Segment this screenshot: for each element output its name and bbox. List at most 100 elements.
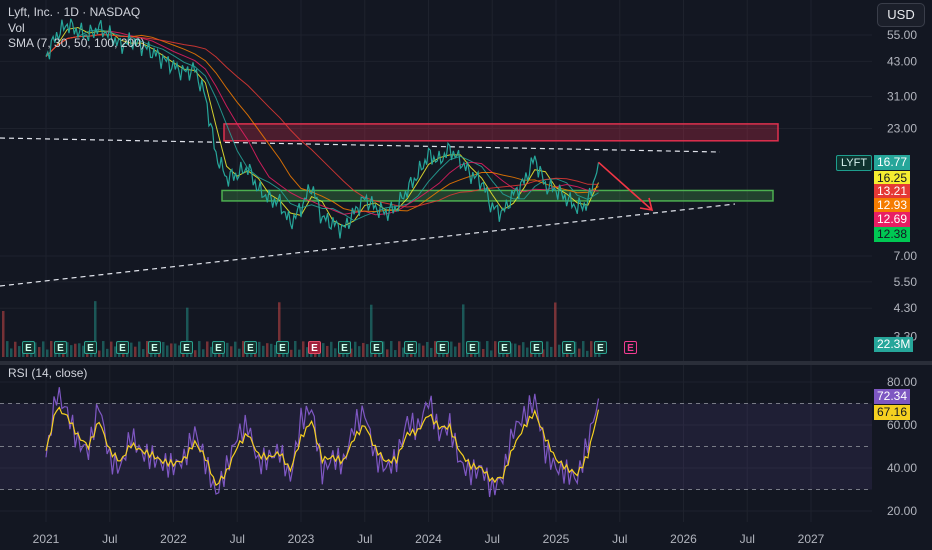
earnings-marker[interactable]: E	[624, 341, 637, 354]
earnings-marker[interactable]: E	[338, 341, 351, 354]
volume-bar	[294, 341, 297, 357]
time-tick-label: 2024	[415, 532, 442, 546]
earnings-marker[interactable]: E	[562, 341, 575, 354]
rsi-legend[interactable]: RSI (14, close)	[8, 366, 88, 380]
time-tick-label: 2022	[160, 532, 187, 546]
earnings-marker[interactable]: E	[594, 341, 607, 354]
volume-bar	[278, 302, 281, 357]
support-zone[interactable]	[221, 189, 774, 202]
volume-bar	[270, 343, 273, 357]
volume-bar	[114, 346, 117, 357]
volume-bar	[290, 349, 293, 357]
earnings-marker[interactable]: E	[466, 341, 479, 354]
earnings-marker[interactable]: E	[370, 341, 383, 354]
price-tick-label: 4.30	[894, 301, 918, 315]
earnings-marker[interactable]: E	[404, 341, 417, 354]
price-tick-label: 55.00	[887, 28, 917, 42]
volume-bar	[434, 341, 437, 357]
volume-bar	[366, 344, 369, 357]
volume-bar	[326, 345, 329, 357]
price-tag: 12.38	[874, 227, 911, 242]
price-tick-label: 7.00	[894, 249, 918, 263]
volume-bar	[302, 341, 305, 357]
sma-legend[interactable]: SMA (7, 30, 50, 100, 200)	[8, 36, 145, 50]
volume-bar	[14, 341, 17, 357]
volume-legend[interactable]: Vol	[8, 21, 25, 35]
earnings-marker[interactable]: E	[22, 341, 35, 354]
volume-bar	[334, 348, 337, 357]
symbol-price-label: LYFT	[836, 155, 873, 171]
price-series-line	[45, 18, 600, 239]
volume-bar	[2, 311, 5, 357]
volume-bar	[102, 341, 105, 357]
volume-bar	[178, 345, 181, 357]
earnings-marker[interactable]: E	[276, 341, 289, 354]
volume-bar	[398, 341, 401, 357]
volume-bar	[262, 345, 265, 357]
price-tick-label: 43.00	[887, 54, 917, 68]
earnings-marker[interactable]: E	[116, 341, 129, 354]
volume-bar	[82, 345, 85, 357]
lower-trendline[interactable]	[0, 203, 736, 287]
earnings-marker[interactable]: E	[180, 341, 193, 354]
volume-bar	[94, 301, 97, 357]
sma-line	[45, 34, 599, 213]
symbol-legend[interactable]: Lyft, Inc. · 1D · NASDAQ	[8, 5, 141, 19]
rsi-axis-ticks: 80.00 60.00 40.00 20.00	[887, 375, 917, 518]
volume-bar	[142, 349, 145, 357]
volume-bar	[194, 350, 197, 357]
currency-button[interactable]: USD	[877, 3, 925, 27]
volume-bar	[394, 350, 397, 357]
volume-bar	[210, 346, 213, 357]
earnings-marker[interactable]: E	[308, 341, 321, 354]
price-tag: 12.69	[874, 212, 911, 227]
earnings-marker[interactable]: E	[84, 341, 97, 354]
resistance-zone[interactable]	[223, 123, 779, 142]
rsi-line	[45, 387, 600, 498]
volume-bar	[550, 346, 553, 357]
volume-bar	[298, 349, 301, 357]
volume-bar	[10, 348, 13, 357]
volume-bar	[98, 350, 101, 357]
earnings-marker[interactable]: E	[212, 341, 225, 354]
rsi-tick-label: 60.00	[887, 418, 917, 432]
volume-bar	[38, 347, 41, 357]
volume-bar	[454, 346, 457, 357]
rsi-tick-label: 80.00	[887, 375, 917, 389]
volume-bar	[106, 348, 109, 357]
rsi-sma-value-tag: 67.16	[874, 405, 911, 420]
volume-bar	[514, 343, 517, 357]
price-tag: 13.21	[874, 184, 911, 199]
volume-bar	[430, 347, 433, 357]
volume-bar	[462, 304, 465, 357]
earnings-marker[interactable]: E	[148, 341, 161, 354]
volume-bar	[202, 349, 205, 357]
volume-bar	[174, 343, 177, 357]
earnings-marker[interactable]: E	[436, 341, 449, 354]
volume-bar	[558, 344, 561, 357]
earnings-marker[interactable]: E	[530, 341, 543, 354]
volume-bar	[66, 342, 69, 357]
volume-bar	[186, 307, 189, 357]
rsi-sma-line	[45, 406, 600, 487]
time-tick-label: 2026	[670, 532, 697, 546]
time-tick-label: 2025	[543, 532, 570, 546]
upper-trendline[interactable]	[0, 137, 721, 153]
earnings-marker[interactable]: E	[244, 341, 257, 354]
volume-bar	[450, 341, 453, 357]
volume-bar	[230, 346, 233, 357]
time-tick-label: Jul	[740, 532, 755, 546]
pane-divider[interactable]	[0, 361, 932, 365]
earnings-marker[interactable]: E	[498, 341, 511, 354]
volume-bar	[34, 342, 37, 357]
volume-bar	[546, 341, 549, 357]
earnings-marker[interactable]: E	[54, 341, 67, 354]
projection-arrow	[597, 161, 654, 211]
time-tick-label: 2027	[798, 532, 825, 546]
volume-bar	[582, 341, 585, 357]
price-tick-label: 31.00	[887, 89, 917, 103]
time-tick-label: 2021	[33, 532, 60, 546]
projection-arrow-shaft[interactable]	[597, 161, 653, 211]
rsi-tick-label: 20.00	[887, 504, 917, 518]
